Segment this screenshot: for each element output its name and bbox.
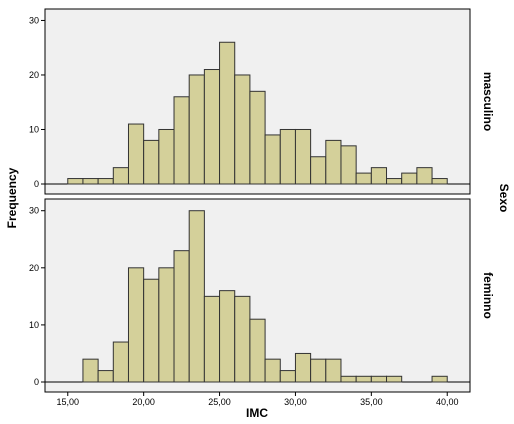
histogram-bar <box>401 172 418 185</box>
histogram-bar <box>219 290 236 383</box>
histogram-bar <box>97 178 114 185</box>
histogram-bar <box>112 341 129 383</box>
histogram-bar <box>386 375 403 383</box>
panel-label: masculino <box>481 72 495 131</box>
histogram-bar <box>188 74 205 185</box>
histogram-bar <box>158 267 175 383</box>
histogram-bar <box>325 139 342 185</box>
x-tick-label: 20,00 <box>132 397 155 407</box>
histogram-bar <box>370 375 388 383</box>
facet-label: Sexo <box>497 184 511 213</box>
histogram-bar <box>143 278 160 383</box>
histogram-bar <box>249 318 266 383</box>
histogram-bar <box>173 96 190 185</box>
histogram-bar <box>203 69 221 185</box>
y-tick-label: 0 <box>34 377 39 387</box>
histogram-bar <box>340 375 357 383</box>
histogram-bar <box>310 358 327 383</box>
histogram-bar <box>234 295 251 383</box>
histogram-bar <box>294 352 312 383</box>
histogram-bar <box>82 358 99 383</box>
x-tick-label: 40,00 <box>436 397 459 407</box>
y-tick-label: 10 <box>29 124 39 134</box>
x-tick-label: 15,00 <box>57 397 80 407</box>
y-tick-label: 0 <box>34 179 39 189</box>
histogram-bar <box>431 178 448 185</box>
histogram-bar <box>219 41 236 185</box>
histogram-bar <box>143 139 160 185</box>
histogram-bar <box>127 267 145 383</box>
histogram-bar <box>279 370 296 383</box>
x-axis: 15,00 20,00 25,00 30,00 35,00 40,00 <box>57 392 459 407</box>
histogram-bar <box>355 375 372 383</box>
x-tick-label: 30,00 <box>284 397 307 407</box>
histogram-bar <box>294 128 312 185</box>
histogram-bar <box>112 167 129 185</box>
histogram-bar <box>127 123 145 185</box>
histogram-bar <box>82 178 99 185</box>
histogram-bar <box>158 128 175 185</box>
y-tick-label: 20 <box>29 70 39 80</box>
x-axis-title: IMC <box>246 406 268 420</box>
histogram-bar <box>279 128 296 185</box>
y-tick-label: 20 <box>29 263 39 273</box>
histogram-bar <box>340 145 357 185</box>
histogram-bar <box>97 370 114 383</box>
panel-feminno: 0 10 20 30 feminno <box>29 198 495 393</box>
y-axis-title: Frequency <box>5 167 19 228</box>
histogram-bar <box>355 172 372 185</box>
histogram-bar <box>234 74 251 185</box>
histogram-bar <box>264 134 281 185</box>
histogram-bar <box>264 358 281 383</box>
x-tick-label: 35,00 <box>360 397 383 407</box>
histogram-bar <box>310 156 327 185</box>
histogram-bar <box>188 210 205 383</box>
y-tick-label: 30 <box>29 15 39 25</box>
panel-masculino: 0 10 20 30 masculino <box>29 8 495 195</box>
histogram-bar <box>67 178 84 185</box>
histogram-bar <box>416 167 433 185</box>
histogram-bar <box>249 90 266 185</box>
histogram-bar <box>325 358 342 383</box>
histogram-bar <box>203 295 221 383</box>
histogram-bar <box>386 178 403 185</box>
y-tick-label: 10 <box>29 320 39 330</box>
histogram-bar <box>370 167 388 185</box>
x-tick-label: 25,00 <box>208 397 231 407</box>
histogram-bar <box>173 250 190 383</box>
panel-label: feminno <box>481 272 495 319</box>
y-tick-label: 30 <box>29 206 39 216</box>
panels-layer: 0 10 20 30 masculino 0 10 20 30 feminno <box>29 8 495 393</box>
histogram-bar <box>431 375 448 383</box>
